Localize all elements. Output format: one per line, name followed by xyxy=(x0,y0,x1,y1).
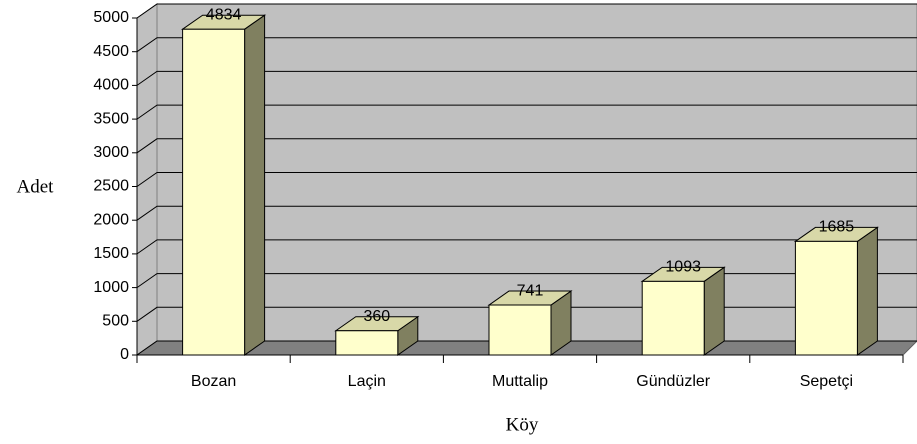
grid-line xyxy=(136,239,917,255)
x-tick-label: Muttalip xyxy=(492,373,548,390)
y-tick-label: 1500 xyxy=(93,245,129,262)
y-tick-label: 4500 xyxy=(93,43,129,60)
x-tick-label: Bozan xyxy=(191,373,236,390)
value-label: 741 xyxy=(517,282,544,299)
value-label: 4834 xyxy=(206,6,242,23)
bar xyxy=(334,315,420,356)
bar-side xyxy=(856,226,878,356)
x-tick-label: Gündüzler xyxy=(636,373,710,390)
value-label: 360 xyxy=(363,308,390,325)
bar xyxy=(640,266,726,356)
y-axis-title: Adet xyxy=(17,176,55,197)
bar xyxy=(487,290,573,356)
x-tick-label: Sepetçi xyxy=(800,373,853,390)
bar-front xyxy=(335,330,399,356)
bar xyxy=(793,226,879,356)
y-tick-label: 4000 xyxy=(93,77,129,94)
bar-front xyxy=(182,28,246,356)
bar-front xyxy=(641,280,705,356)
grid-line xyxy=(136,37,917,53)
bar xyxy=(181,14,267,356)
bar-front xyxy=(794,240,858,356)
bar-side xyxy=(703,266,725,356)
y-tick-label: 1000 xyxy=(93,279,129,296)
value-label: 1093 xyxy=(665,259,701,276)
grid-line xyxy=(136,205,917,221)
bar-side xyxy=(244,14,266,356)
x-axis-title: Köy xyxy=(506,414,539,435)
x-tick-label: Laçin xyxy=(348,373,386,390)
y-tick-label: 500 xyxy=(102,313,129,330)
y-tick-label: 3500 xyxy=(93,110,129,127)
y-tick-label: 5000 xyxy=(93,9,129,26)
grid-line xyxy=(136,70,917,86)
y-tick-label: 2500 xyxy=(93,178,129,195)
grid-line xyxy=(136,138,917,154)
value-label: 1685 xyxy=(819,219,855,236)
y-tick-label: 3000 xyxy=(93,144,129,161)
y-tick-label: 0 xyxy=(120,346,129,363)
grid-line xyxy=(136,172,917,187)
y-tick-label: 2000 xyxy=(93,211,129,228)
grid-line xyxy=(136,104,917,120)
grid-line xyxy=(136,3,917,19)
bar-front xyxy=(488,304,552,356)
